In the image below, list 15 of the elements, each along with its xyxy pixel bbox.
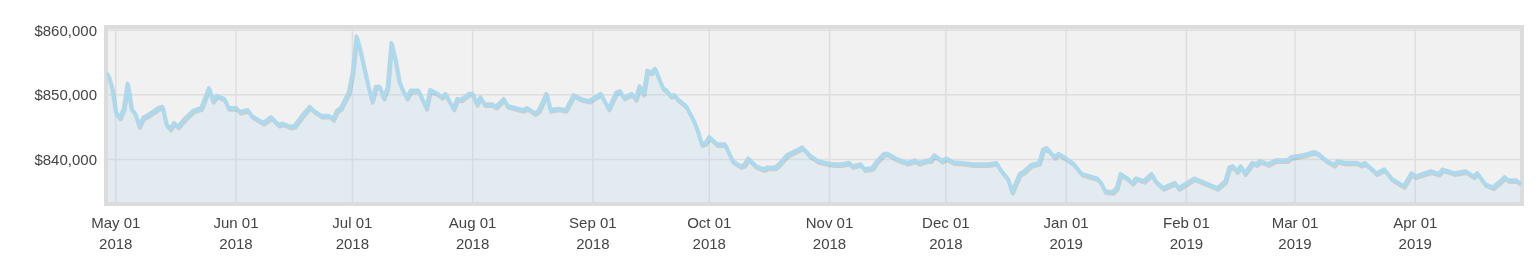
y-tick-label: $860,000 [34, 21, 97, 39]
x-tick-label: May 01 2018 [91, 214, 141, 252]
x-tick-label: Dec 01 2018 [922, 214, 970, 252]
x-tick-label: Sep 01 2018 [569, 214, 617, 252]
x-tick-label: Feb 01 2019 [1163, 214, 1210, 252]
x-tick-label: Jun 01 2018 [213, 214, 259, 252]
x-tick-label: Aug 01 2018 [448, 214, 497, 252]
x-tick-label: Mar 01 2019 [1271, 214, 1319, 252]
x-tick-label: Nov 01 2018 [805, 214, 854, 252]
x-tick-label: Jul 01 2018 [332, 214, 373, 252]
x-tick-label: Jan 01 2019 [1043, 214, 1089, 252]
y-tick-label: $850,000 [34, 86, 97, 104]
x-tick-label: Oct 01 2018 [687, 214, 732, 252]
x-tick-label: Apr 01 2019 [1393, 214, 1438, 252]
y-tick-label: $840,000 [34, 150, 97, 168]
